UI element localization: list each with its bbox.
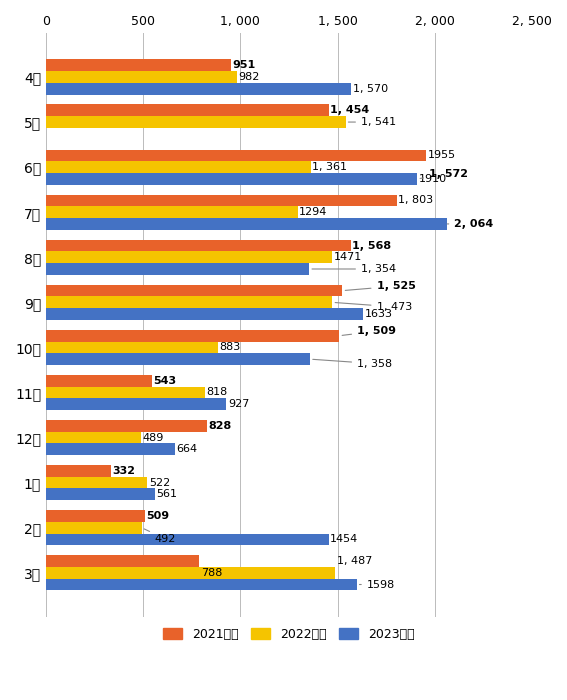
- Bar: [46, 206, 298, 218]
- Bar: [46, 342, 218, 354]
- Bar: [46, 555, 199, 567]
- Text: 1, 541: 1, 541: [348, 117, 396, 127]
- Text: 1, 570: 1, 570: [353, 84, 388, 94]
- Text: 1, 525: 1, 525: [345, 281, 416, 291]
- Text: 828: 828: [209, 421, 232, 430]
- Text: 927: 927: [228, 399, 249, 409]
- Text: 1633: 1633: [365, 309, 393, 319]
- Text: 664: 664: [177, 444, 198, 454]
- Bar: [46, 104, 329, 116]
- Text: 818: 818: [206, 388, 228, 398]
- Text: 1598: 1598: [359, 580, 395, 589]
- Bar: [46, 579, 357, 590]
- Bar: [46, 465, 111, 477]
- Bar: [46, 150, 426, 161]
- Text: 1, 572: 1, 572: [420, 169, 468, 179]
- Bar: [46, 443, 175, 455]
- Bar: [46, 375, 151, 386]
- Text: 1454: 1454: [330, 534, 358, 545]
- Bar: [46, 195, 396, 206]
- Text: 1, 354: 1, 354: [312, 264, 396, 274]
- Bar: [46, 71, 237, 83]
- Text: 1, 568: 1, 568: [353, 241, 392, 251]
- Text: 1, 487: 1, 487: [337, 556, 372, 566]
- Text: 1, 358: 1, 358: [313, 358, 392, 369]
- Bar: [46, 263, 309, 275]
- Text: 1, 509: 1, 509: [342, 326, 396, 336]
- Text: 489: 489: [143, 433, 164, 442]
- Text: 982: 982: [239, 72, 260, 82]
- Bar: [46, 533, 329, 545]
- Bar: [46, 330, 340, 342]
- Text: 788: 788: [201, 568, 222, 578]
- Bar: [46, 567, 335, 579]
- Bar: [46, 489, 155, 500]
- Text: 522: 522: [149, 477, 170, 488]
- Text: 1294: 1294: [299, 207, 328, 217]
- Bar: [46, 251, 332, 263]
- Text: 561: 561: [156, 489, 177, 499]
- Bar: [46, 116, 346, 128]
- Text: 1910: 1910: [419, 174, 447, 184]
- Bar: [46, 510, 145, 522]
- Bar: [46, 398, 226, 410]
- Text: 1471: 1471: [333, 252, 362, 262]
- Bar: [46, 239, 351, 251]
- Bar: [46, 297, 332, 308]
- Bar: [46, 83, 351, 94]
- Text: 492: 492: [144, 529, 176, 544]
- Bar: [46, 522, 142, 533]
- Bar: [46, 477, 147, 489]
- Bar: [46, 354, 310, 365]
- Text: 509: 509: [146, 511, 170, 521]
- Text: 332: 332: [112, 466, 135, 476]
- Text: 2, 064: 2, 064: [447, 219, 493, 229]
- Bar: [46, 432, 141, 443]
- Text: 1, 454: 1, 454: [330, 105, 370, 116]
- Text: 883: 883: [219, 342, 240, 352]
- Bar: [46, 285, 342, 297]
- Text: 1, 803: 1, 803: [398, 195, 433, 206]
- Bar: [46, 386, 205, 398]
- Text: 1, 473: 1, 473: [335, 302, 412, 312]
- Text: 951: 951: [232, 60, 256, 70]
- Bar: [46, 218, 447, 230]
- Text: 1, 361: 1, 361: [312, 162, 347, 172]
- Legend: 2021年度, 2022年度, 2023年度: 2021年度, 2022年度, 2023年度: [158, 623, 420, 645]
- Bar: [46, 308, 363, 320]
- Text: 1955: 1955: [428, 150, 456, 160]
- Bar: [46, 161, 311, 173]
- Bar: [46, 173, 417, 185]
- Bar: [46, 420, 207, 432]
- Bar: [46, 60, 231, 71]
- Text: 543: 543: [153, 376, 176, 386]
